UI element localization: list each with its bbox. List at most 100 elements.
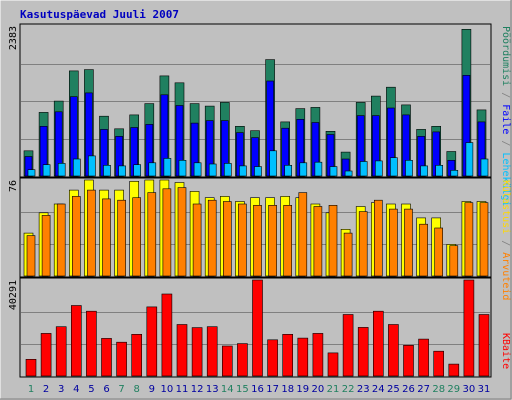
bar-pages-day-6 xyxy=(103,165,111,177)
legend-bottom: KBaite xyxy=(500,333,511,369)
x-label-day-27: 27 xyxy=(417,384,430,395)
x-label-day-15: 15 xyxy=(236,384,249,395)
bar-pages-day-27 xyxy=(420,165,428,177)
bar-pages-day-20 xyxy=(314,161,323,177)
bar-kbytes-day-21 xyxy=(327,352,339,377)
bar-sites-day-18 xyxy=(283,205,293,277)
x-label-day-23: 23 xyxy=(357,384,370,395)
bar-kbytes-day-18 xyxy=(282,333,294,377)
legend-middle: Külastusi / Arvuteid xyxy=(500,180,511,300)
bar-kbytes-day-28 xyxy=(433,350,445,377)
bar-pages-day-12 xyxy=(193,162,202,177)
x-label-day-17: 17 xyxy=(266,384,279,395)
bar-sites-day-16 xyxy=(253,205,262,277)
x-label-day-7: 7 xyxy=(118,384,124,395)
bar-pages-day-9 xyxy=(148,162,157,177)
x-label-day-26: 26 xyxy=(402,384,415,395)
bar-pages-day-3 xyxy=(57,163,66,177)
bar-pages-day-28 xyxy=(435,165,444,177)
x-label-day-19: 19 xyxy=(296,384,309,395)
x-label-day-21: 21 xyxy=(327,384,340,395)
bar-kbytes-day-3 xyxy=(55,326,67,377)
bar-kbytes-day-12 xyxy=(191,327,203,377)
bar-pages-day-29 xyxy=(450,170,459,177)
x-label-day-16: 16 xyxy=(251,384,264,395)
bars xyxy=(23,28,490,377)
bar-sites-day-8 xyxy=(132,197,141,277)
bar-sites-day-6 xyxy=(102,198,111,277)
bar-pages-day-13 xyxy=(208,163,217,177)
bar-kbytes-day-5 xyxy=(86,310,97,377)
bar-kbytes-day-31 xyxy=(478,314,490,377)
legend-sites: Arvuteid xyxy=(500,252,511,300)
bar-kbytes-day-7 xyxy=(116,341,127,377)
bar-kbytes-day-19 xyxy=(297,337,309,377)
bar-sites-day-3 xyxy=(56,203,66,277)
bar-pages-day-15 xyxy=(239,165,247,177)
bar-pages-day-14 xyxy=(224,163,232,177)
bar-kbytes-day-20 xyxy=(312,333,324,377)
bar-pages-day-22 xyxy=(344,170,353,177)
x-label-day-8: 8 xyxy=(134,384,140,395)
x-label-day-3: 3 xyxy=(58,384,64,395)
x-label-day-30: 30 xyxy=(463,384,476,395)
bar-pages-day-1 xyxy=(27,169,36,177)
bar-kbytes-day-29 xyxy=(448,363,460,377)
bar-kbytes-day-26 xyxy=(403,344,414,377)
bar-pages-day-31 xyxy=(480,158,489,177)
bar-pages-day-2 xyxy=(42,164,51,177)
legend-pages: Lehekülgi xyxy=(500,152,511,206)
bar-sites-day-10 xyxy=(162,188,172,277)
bar-pages-day-19 xyxy=(299,162,308,177)
bar-kbytes-day-16 xyxy=(252,279,263,377)
legend-top: Pöördumisi / Faile / Lehekülgi xyxy=(500,26,511,207)
bar-kbytes-day-24 xyxy=(372,310,384,377)
bar-sites-day-5 xyxy=(87,189,96,277)
bar-sites-day-17 xyxy=(268,205,277,277)
bar-sites-day-15 xyxy=(238,203,247,277)
bar-sites-day-20 xyxy=(313,206,323,277)
legend-files: Faile xyxy=(500,104,511,134)
bar-kbytes-day-1 xyxy=(25,358,37,377)
bar-kbytes-day-8 xyxy=(131,333,142,377)
bar-kbytes-day-22 xyxy=(342,314,354,377)
bar-kbytes-day-23 xyxy=(357,327,369,377)
bar-pages-day-21 xyxy=(329,166,338,177)
bar-kbytes-day-15 xyxy=(237,343,248,377)
bar-sites-day-1 xyxy=(26,235,36,277)
legend-visits: Külastusi xyxy=(500,180,511,234)
bar-sites-day-22 xyxy=(343,232,353,277)
legend-kbytes: KBaite xyxy=(500,333,511,369)
x-label-day-28: 28 xyxy=(432,384,445,395)
x-label-day-2: 2 xyxy=(43,384,49,395)
bar-sites-day-21 xyxy=(328,205,338,277)
x-label-day-20: 20 xyxy=(312,384,325,395)
x-label-day-22: 22 xyxy=(342,384,355,395)
x-axis-labels: 1 2 3 4 5 6 7 8 9 10 11 12 13 14 15 16 17 18 19 20 21 22 23 24 2… xyxy=(28,384,491,395)
bar-pages-day-4 xyxy=(73,158,81,177)
bar-kbytes-day-14 xyxy=(222,345,233,377)
bar-kbytes-day-27 xyxy=(418,338,429,377)
bar-pages-day-23 xyxy=(359,161,368,177)
y-max-label-visits: 76 xyxy=(8,180,19,192)
bar-kbytes-day-13 xyxy=(206,326,218,377)
bar-pages-day-7 xyxy=(118,165,126,177)
bar-sites-day-24 xyxy=(373,199,383,277)
bar-sites-day-26 xyxy=(404,208,413,277)
x-label-day-31: 31 xyxy=(478,384,491,395)
bar-kbytes-day-9 xyxy=(146,306,158,377)
x-label-day-5: 5 xyxy=(88,384,94,395)
bar-sites-day-31 xyxy=(479,202,489,277)
x-label-day-10: 10 xyxy=(161,384,174,395)
bar-sites-day-4 xyxy=(72,196,81,277)
chart-title: Kasutuspäevad Juuli 2007 xyxy=(20,8,179,21)
bar-kbytes-day-6 xyxy=(101,338,112,377)
bar-kbytes-day-30 xyxy=(463,279,475,377)
bar-sites-day-29 xyxy=(449,245,459,277)
bar-kbytes-day-11 xyxy=(176,324,188,377)
legend-hits: Pöördumisi xyxy=(500,26,511,86)
x-label-day-25: 25 xyxy=(387,384,400,395)
x-label-day-11: 11 xyxy=(176,384,189,395)
bar-pages-day-16 xyxy=(254,166,262,177)
